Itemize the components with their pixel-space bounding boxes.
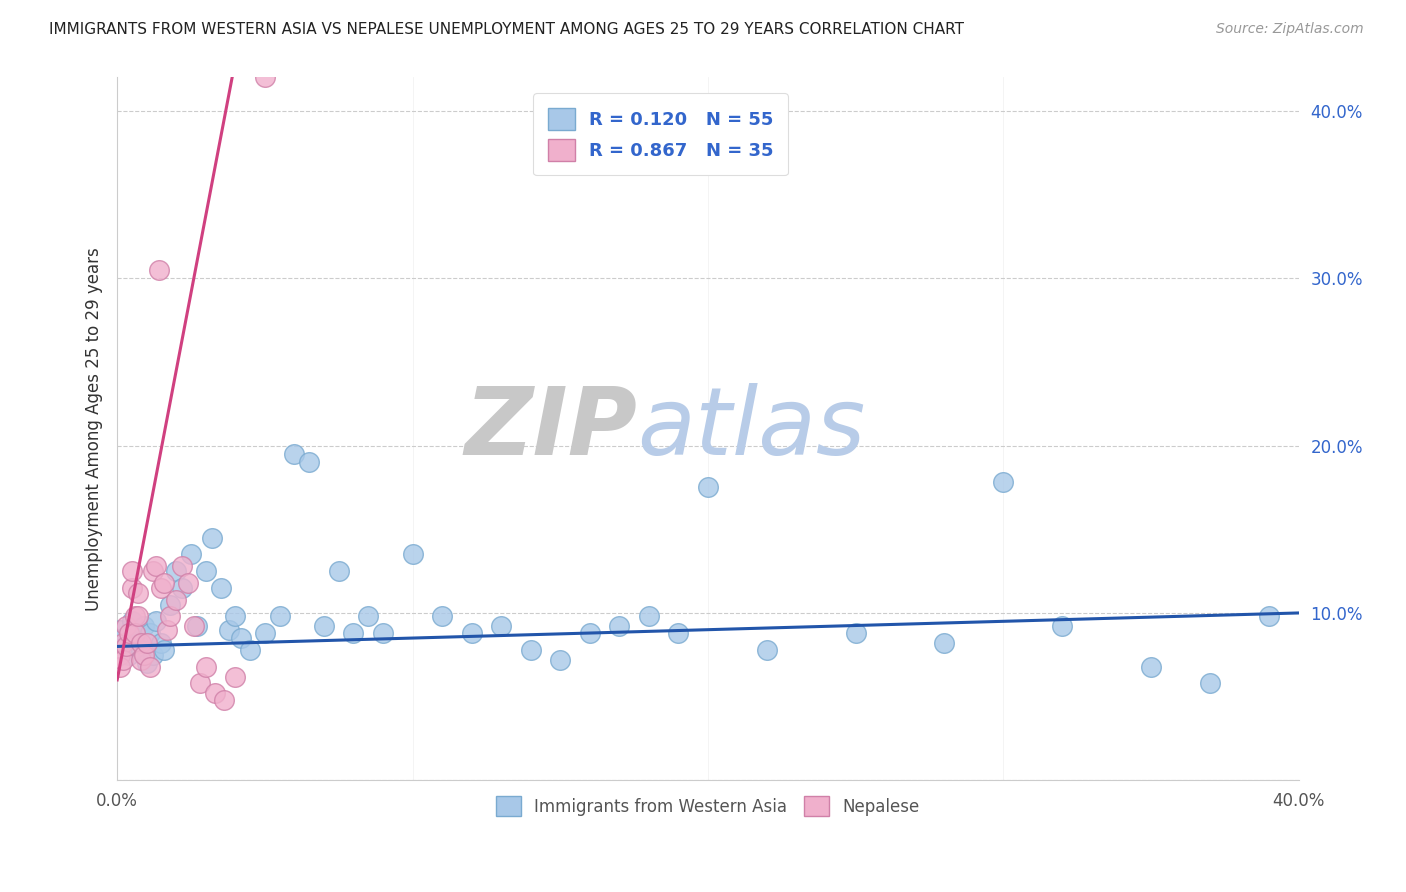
Point (283, 447, 305, 461)
Text: IMMIGRANTS FROM WESTERN ASIA VS NEPALESE UNEMPLOYMENT AMONG AGES 25 TO 29 YEARS : IMMIGRANTS FROM WESTERN ASIA VS NEPALESE… (49, 22, 965, 37)
Point (153, 575, 176, 590)
Point (607, 619, 630, 633)
Point (209, 581, 232, 595)
Point (121, 581, 143, 595)
Point (150, 581, 173, 595)
Point (696, 480, 718, 494)
Point (112, 653, 135, 667)
Point (218, 623, 240, 637)
Point (159, 598, 181, 612)
Point (165, 564, 187, 578)
Point (224, 669, 246, 683)
Point (180, 548, 202, 562)
Point (127, 636, 149, 650)
Point (430, 609, 453, 624)
Point (129, 642, 152, 657)
Point (194, 659, 217, 673)
Point (108, 659, 131, 673)
Point (172, 559, 194, 574)
Point (253, 70, 276, 85)
Point (578, 626, 600, 640)
Text: ZIP: ZIP (464, 383, 637, 475)
Point (239, 642, 262, 657)
Point (1258, 609, 1281, 624)
Point (145, 559, 167, 574)
Point (132, 619, 155, 633)
Point (165, 592, 187, 607)
Legend: Immigrants from Western Asia, Nepalese: Immigrants from Western Asia, Nepalese (488, 788, 928, 825)
Point (118, 648, 141, 662)
Point (328, 564, 350, 578)
Point (138, 626, 160, 640)
Point (124, 626, 146, 640)
Point (186, 619, 208, 633)
Point (755, 642, 778, 657)
Point (129, 653, 152, 667)
Point (145, 615, 167, 629)
Point (188, 676, 211, 690)
Point (118, 626, 141, 640)
Point (371, 626, 394, 640)
Point (548, 653, 571, 667)
Text: Source: ZipAtlas.com: Source: ZipAtlas.com (1216, 22, 1364, 37)
Point (148, 263, 170, 277)
Point (637, 609, 659, 624)
Point (1140, 659, 1163, 673)
Point (172, 581, 194, 595)
Point (142, 648, 165, 662)
Point (115, 640, 138, 654)
Point (489, 619, 512, 633)
Point (153, 642, 176, 657)
Point (845, 626, 868, 640)
Point (204, 686, 226, 700)
Point (201, 531, 224, 545)
Point (138, 659, 160, 673)
Point (124, 626, 146, 640)
Point (1199, 676, 1222, 690)
Point (253, 626, 276, 640)
Point (231, 631, 253, 645)
Point (177, 575, 200, 590)
Point (342, 626, 364, 640)
Point (357, 609, 380, 624)
Point (115, 619, 138, 633)
Point (666, 626, 689, 640)
Point (121, 564, 143, 578)
Text: atlas: atlas (637, 384, 865, 475)
Point (212, 693, 235, 707)
Point (934, 636, 956, 650)
Point (132, 648, 155, 662)
Point (224, 609, 246, 624)
Point (1052, 619, 1074, 633)
Point (298, 455, 321, 469)
Point (183, 619, 205, 633)
Point (129, 636, 152, 650)
Y-axis label: Unemployment Among Ages 25 to 29 years: Unemployment Among Ages 25 to 29 years (86, 247, 103, 611)
Point (401, 548, 423, 562)
Point (108, 648, 131, 662)
Point (312, 619, 335, 633)
Point (112, 631, 135, 645)
Point (108, 623, 131, 637)
Point (194, 564, 217, 578)
Point (135, 636, 157, 650)
Point (127, 609, 149, 624)
Point (127, 586, 149, 600)
Point (269, 609, 291, 624)
Point (159, 609, 181, 624)
Point (135, 656, 157, 670)
Point (460, 626, 482, 640)
Point (150, 636, 173, 650)
Point (124, 609, 146, 624)
Point (519, 642, 541, 657)
Point (993, 475, 1015, 490)
Point (121, 615, 143, 629)
Point (112, 636, 135, 650)
Point (115, 640, 138, 654)
Point (156, 623, 179, 637)
Point (142, 564, 165, 578)
